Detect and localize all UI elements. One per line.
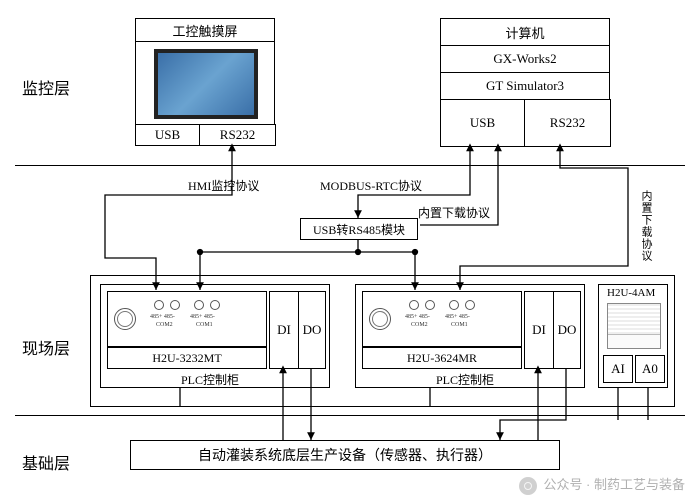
divider-1	[15, 165, 685, 166]
plc-left-termname1: COM2	[156, 322, 173, 328]
computer-title: 计算机	[440, 18, 610, 46]
computer-row-gxworks: GX-Works2	[440, 45, 610, 73]
watermark-text: 公众号 · 制药工艺与装备	[543, 477, 685, 492]
hmi-block: 工控触摸屏 USB RS232	[135, 18, 275, 146]
plc-left-term2	[170, 300, 180, 310]
protocol-internal-v: 内置下载协议	[638, 190, 654, 262]
plc-right-model: H2U-3624MR	[362, 347, 522, 369]
plc-right-term2	[425, 300, 435, 310]
computer-usb-port: USB	[440, 99, 525, 147]
layer-field-label: 现场层	[22, 335, 70, 359]
base-equipment: 自动灌装系统底层生产设备（传感器、执行器）	[130, 440, 560, 470]
plc-right-termlbl1: 485+ 485-	[405, 314, 430, 320]
plc-left-do: DO	[298, 291, 326, 369]
plc-left-term4	[210, 300, 220, 310]
computer-rs232-port: RS232	[524, 99, 611, 147]
plc-left-di: DI	[269, 291, 299, 369]
plc-right-do: DO	[553, 291, 581, 369]
hmi-screen	[154, 49, 258, 119]
ext-module-body	[607, 303, 661, 349]
plc-left-term3	[194, 300, 204, 310]
ext-module-ao: A0	[635, 355, 665, 383]
layer-base-label: 基础层	[22, 450, 70, 474]
plc-left-caption: PLC控制柜	[181, 371, 239, 388]
plc-right-panel: 485+ 485- 485+ 485- COM2 COM1	[362, 291, 522, 347]
hmi-title: 工控触摸屏	[135, 18, 275, 42]
ext-module-ai: AI	[603, 355, 633, 383]
computer-row-gtsim: GT Simulator3	[440, 72, 610, 100]
plc-right-term3	[449, 300, 459, 310]
plc-right-termlbl2: 485+ 485-	[445, 314, 470, 320]
plc-right-caption: PLC控制柜	[436, 371, 494, 388]
plc-left-model: H2U-3232MT	[107, 347, 267, 369]
plc-left-connector	[114, 308, 136, 330]
layer-monitor-label: 监控层	[22, 75, 70, 99]
plc-right-connector	[369, 308, 391, 330]
plc-left-termlbl1: 485+ 485-	[150, 314, 175, 320]
plc-right-termname2: COM1	[451, 322, 468, 328]
plc-right-cabinet: 485+ 485- 485+ 485- COM2 COM1 H2U-3624MR…	[355, 284, 585, 388]
hmi-usb-port: USB	[135, 124, 200, 146]
plc-right-termname1: COM2	[411, 322, 428, 328]
plc-right-term4	[465, 300, 475, 310]
hmi-rs232-port: RS232	[199, 124, 276, 146]
wechat-icon	[519, 477, 537, 495]
diagram-canvas: 监控层 现场层 基础层 工控触摸屏 USB RS232 计算机 GX-Works…	[0, 0, 700, 503]
computer-block: 计算机 GX-Works2 GT Simulator3 USB RS232	[440, 18, 610, 146]
usb-rs485-converter: USB转RS485模块	[300, 218, 418, 240]
ext-module-name: H2U-4AM	[607, 287, 655, 299]
protocol-internal-h: 内置下载协议	[418, 204, 490, 221]
plc-left-cabinet: 485+ 485- 485+ 485- COM2 COM1 H2U-3232MT…	[100, 284, 330, 388]
plc-left-panel: 485+ 485- 485+ 485- COM2 COM1	[107, 291, 267, 347]
divider-2	[15, 415, 685, 416]
protocol-hmi: HMI监控协议	[188, 177, 259, 194]
plc-left-termname2: COM1	[196, 322, 213, 328]
plc-right-di: DI	[524, 291, 554, 369]
protocol-modbus: MODBUS-RTC协议	[320, 177, 422, 194]
plc-left-termlbl2: 485+ 485-	[190, 314, 215, 320]
plc-left-term1	[154, 300, 164, 310]
ext-module: H2U-4AM AI A0	[598, 284, 668, 388]
plc-right-term1	[409, 300, 419, 310]
watermark: 公众号 · 制药工艺与装备	[519, 474, 685, 495]
